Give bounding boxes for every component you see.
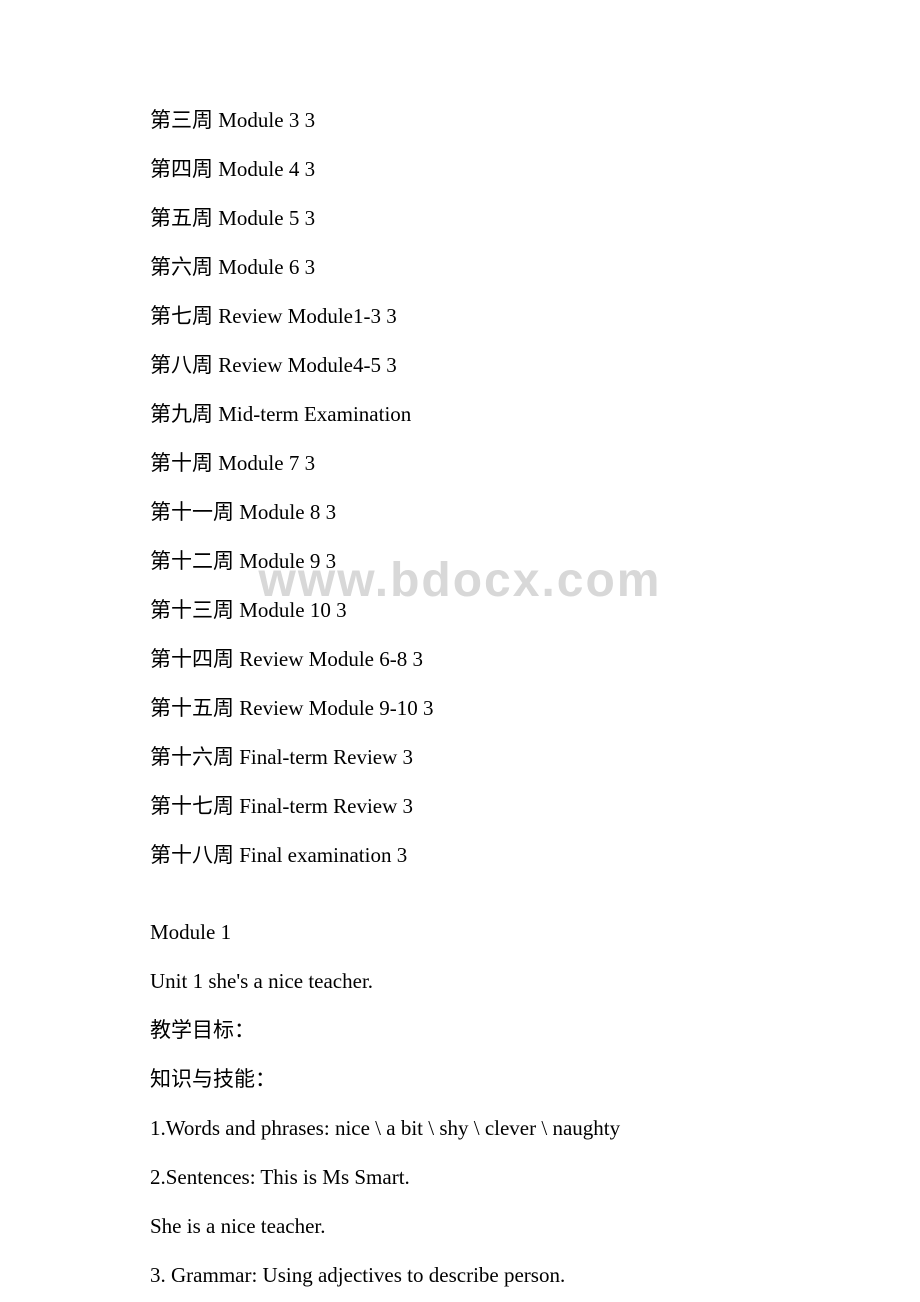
week-content: Review Module 9-10 3: [239, 696, 433, 720]
schedule-row: 第十二周 Module 9 3: [150, 551, 770, 572]
week-label: 第十五周: [150, 696, 234, 720]
week-label: 第八周: [150, 353, 213, 377]
schedule-row: 第十五周 Review Module 9-10 3: [150, 698, 770, 719]
week-label: 第十八周: [150, 843, 234, 867]
module-item: 2.Sentences: This is Ms Smart.: [150, 1167, 770, 1188]
section-divider: [150, 894, 770, 922]
week-label: 第十周: [150, 451, 213, 475]
week-label: 第十六周: [150, 745, 234, 769]
week-content: Module 7 3: [218, 451, 315, 475]
week-label: 第七周: [150, 304, 213, 328]
schedule-row: 第十周 Module 7 3: [150, 453, 770, 474]
module-item: 1.Words and phrases: nice \ a bit \ shy …: [150, 1118, 770, 1139]
schedule-row: 第十八周 Final examination 3: [150, 845, 770, 866]
week-content: Module 3 3: [218, 108, 315, 132]
schedule-row: 第六周 Module 6 3: [150, 257, 770, 278]
schedule-row: 第五周 Module 5 3: [150, 208, 770, 229]
week-label: 第四周: [150, 157, 213, 181]
week-content: Module 9 3: [239, 549, 336, 573]
week-content: Review Module 6-8 3: [239, 647, 423, 671]
knowledge-label: 知识与技能：: [150, 1069, 770, 1090]
week-content: Final examination 3: [239, 843, 407, 867]
schedule-row: 第十六周 Final-term Review 3: [150, 747, 770, 768]
week-label: 第十二周: [150, 549, 234, 573]
schedule-row: 第九周 Mid-term Examination: [150, 404, 770, 425]
week-label: 第十四周: [150, 647, 234, 671]
schedule-row: 第十三周 Module 10 3: [150, 600, 770, 621]
schedule-row: 第十一周 Module 8 3: [150, 502, 770, 523]
schedule-row: 第八周 Review Module4-5 3: [150, 355, 770, 376]
schedule-row: 第四周 Module 4 3: [150, 159, 770, 180]
schedule-row: 第三周 Module 3 3: [150, 110, 770, 131]
schedule-row: 第七周 Review Module1-3 3: [150, 306, 770, 327]
week-label: 第十一周: [150, 500, 234, 524]
schedule-row: 第十四周 Review Module 6-8 3: [150, 649, 770, 670]
module-title: Module 1: [150, 922, 770, 943]
module-item: She is a nice teacher.: [150, 1216, 770, 1237]
objectives-label: 教学目标：: [150, 1020, 770, 1041]
document-content: 第三周 Module 3 3 第四周 Module 4 3 第五周 Module…: [150, 110, 770, 1286]
unit-title: Unit 1 she's a nice teacher.: [150, 971, 770, 992]
week-label: 第五周: [150, 206, 213, 230]
week-content: Review Module4-5 3: [218, 353, 396, 377]
week-label: 第九周: [150, 402, 213, 426]
week-content: Module 6 3: [218, 255, 315, 279]
week-label: 第十三周: [150, 598, 234, 622]
week-label: 第十七周: [150, 794, 234, 818]
week-content: Review Module1-3 3: [218, 304, 396, 328]
week-content: Module 5 3: [218, 206, 315, 230]
week-label: 第三周: [150, 108, 213, 132]
module-item: 3. Grammar: Using adjectives to describe…: [150, 1265, 770, 1286]
schedule-row: 第十七周 Final-term Review 3: [150, 796, 770, 817]
week-content: Module 10 3: [239, 598, 346, 622]
week-content: Module 8 3: [239, 500, 336, 524]
week-content: Final-term Review 3: [239, 794, 413, 818]
week-label: 第六周: [150, 255, 213, 279]
week-content: Mid-term Examination: [218, 402, 411, 426]
week-content: Final-term Review 3: [239, 745, 413, 769]
week-content: Module 4 3: [218, 157, 315, 181]
